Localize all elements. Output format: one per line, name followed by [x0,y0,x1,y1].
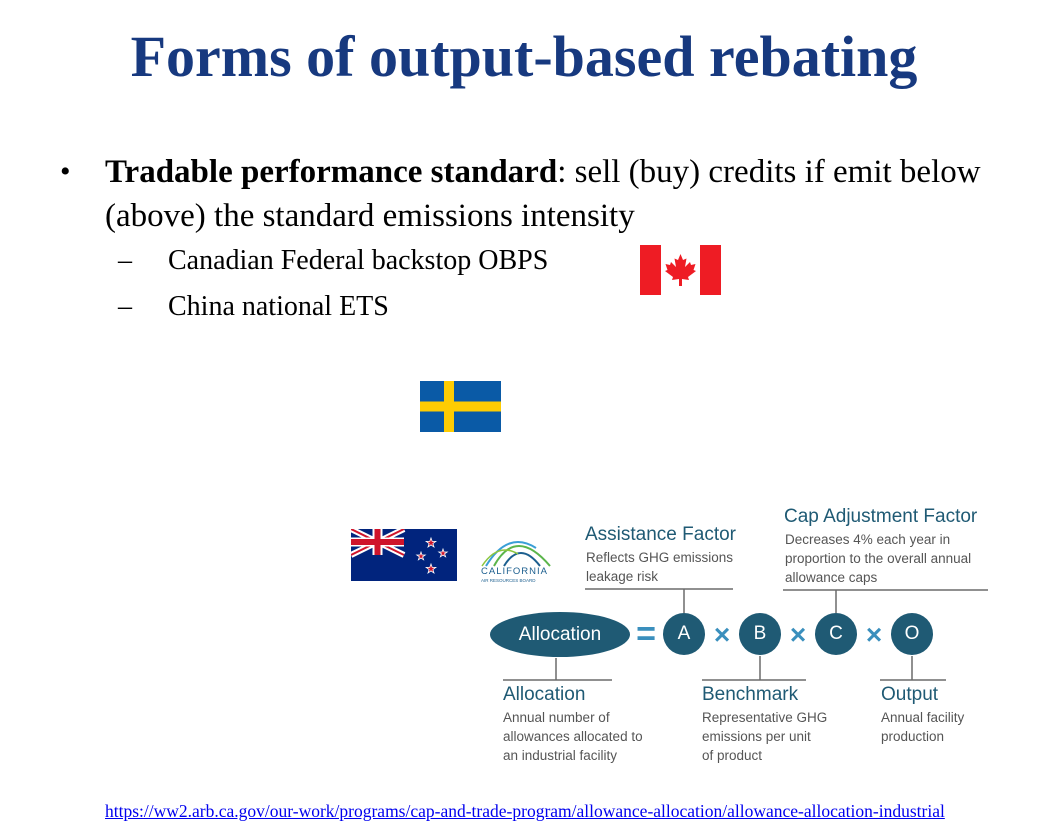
allocation-ellipse [490,612,630,657]
factor-circle-b: B [739,613,781,655]
assistance-factor-desc: Reflects GHG emissions leakage risk [586,550,734,584]
benchmark-title: Benchmark [702,684,799,705]
subitem-text: Canadian Federal backstop OBPS [168,245,549,276]
allocation-ellipse-label: Allocation [518,624,602,645]
cap-adjustment-factor-title: Cap Adjustment Factor [784,506,978,527]
subitem-dash: – [118,245,132,276]
benchmark-desc: Representative GHG emissions per unit of… [702,710,828,763]
carb-logo-title: CALIFORNIA [481,566,549,577]
source-link[interactable]: https://ww2.arb.ca.gov/our-work/programs… [105,801,945,821]
multiply-sign: × [713,619,731,650]
factor-circle-o: O [891,613,933,655]
allocation-title: Allocation [503,684,586,705]
factor-circle-a: A [663,613,705,655]
new-zealand-flag-icon [351,529,457,581]
cap-adjustment-factor-desc: Decreases 4% each year in proportion to … [785,532,972,585]
bullet-dot: • [60,155,71,188]
page-title: Forms of output-based rebating [130,24,918,89]
canada-flag-icon [640,245,721,295]
output-desc: Annual facility production [881,710,965,744]
bullet-description: : sell (buy) credits if emit below (abov… [105,154,981,234]
sweden-flag-icon [420,381,501,432]
equals-sign: = [636,615,656,653]
bullet-bold-term: Tradable performance standard [105,154,558,190]
factor-circle-c: C [815,613,857,655]
output-title: Output [881,684,939,705]
multiply-sign: × [865,619,883,650]
subitem-text: China national ETS [168,291,389,322]
assistance-factor-title: Assistance Factor [585,524,736,545]
allocation-desc: Annual number of allowances allocated to… [503,710,643,763]
carb-logo-subtitle: AIR RESOURCES BOARD [481,578,536,583]
carb-logo: CALIFORNIA AIR RESOURCES BOARD [478,528,556,584]
subitem-dash: – [118,291,132,322]
carb-arcs-icon [481,541,551,567]
multiply-sign: × [789,619,807,650]
